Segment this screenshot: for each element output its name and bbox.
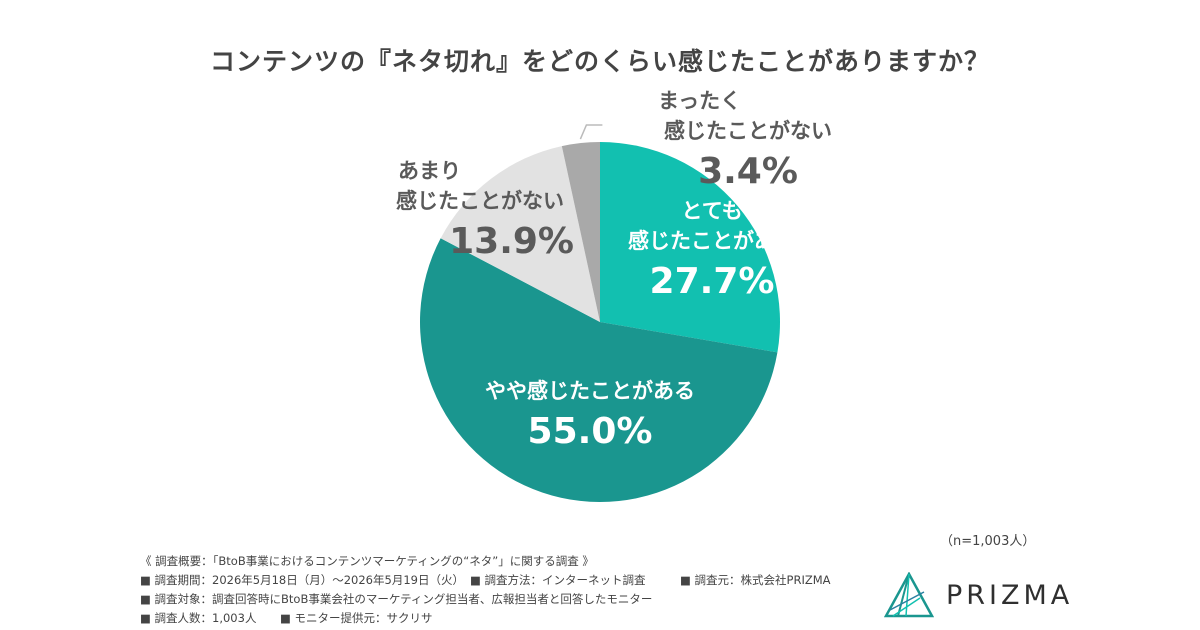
slice-label-line2: やや感じたことがある	[485, 379, 695, 403]
note-source: ■ 調査元：株式会社PRIZMA	[680, 573, 831, 587]
slice-label-line1: あまり	[398, 159, 461, 183]
slice-label-line1: とても	[681, 199, 743, 223]
slice-label-never: まったく 感じたことがない 3.4%	[648, 86, 848, 194]
note-period: ■ 調査期間：2026年5月18日（月）～2026年5月19日（火）	[140, 573, 464, 587]
prism-logo-icon	[884, 572, 934, 618]
slice-label-somewhat: やや感じたことがある 55.0%	[440, 376, 740, 454]
slice-value: 27.7%	[649, 261, 775, 302]
slice-label-line2: 感じたことがない	[396, 189, 564, 213]
logo-text: PRIZMA	[946, 579, 1074, 611]
slice-somewhat	[420, 238, 778, 502]
note-count: ■ 調査人数：1,003人	[140, 611, 257, 625]
note-target: ■ 調査対象：調査回答時にBtoB事業会社のマーケティング担当者、広報担当者と回…	[140, 592, 653, 606]
note-method: ■ 調査方法：インターネット調査	[470, 573, 646, 587]
slice-rarely	[440, 146, 600, 322]
prizma-logo: PRIZMA	[884, 572, 1073, 618]
slice-label-rarely: あまり 感じたことがない 13.9%	[380, 156, 580, 264]
note-provider: ■ モニター提供元：サクリサ	[280, 611, 433, 625]
slice-never	[561, 142, 600, 322]
leader-line	[579, 124, 603, 140]
slice-label-very: とても 感じたことがある 27.7%	[602, 196, 822, 304]
survey-notes: 《 調査概要：「BtoB事業におけるコンテンツマーケティングの“ネタ”」に関する…	[140, 552, 831, 628]
sample-size: （n=1,003人）	[940, 534, 1036, 549]
slice-label-line1: まったく	[658, 89, 742, 113]
chart-title: コンテンツの『ネタ切れ』をどのくらい感じたことがありますか？	[209, 47, 990, 76]
slice-label-line2: 感じたことがない	[664, 119, 832, 143]
slice-value: 13.9%	[449, 221, 574, 262]
slice-value: 3.4%	[698, 151, 798, 192]
slice-value: 55.0%	[527, 411, 653, 452]
slice-label-line2: 感じたことがある	[628, 229, 796, 253]
slice-very	[600, 142, 780, 353]
note-overview: 《 調査概要：「BtoB事業におけるコンテンツマーケティングの“ネタ”」に関する…	[140, 554, 594, 568]
